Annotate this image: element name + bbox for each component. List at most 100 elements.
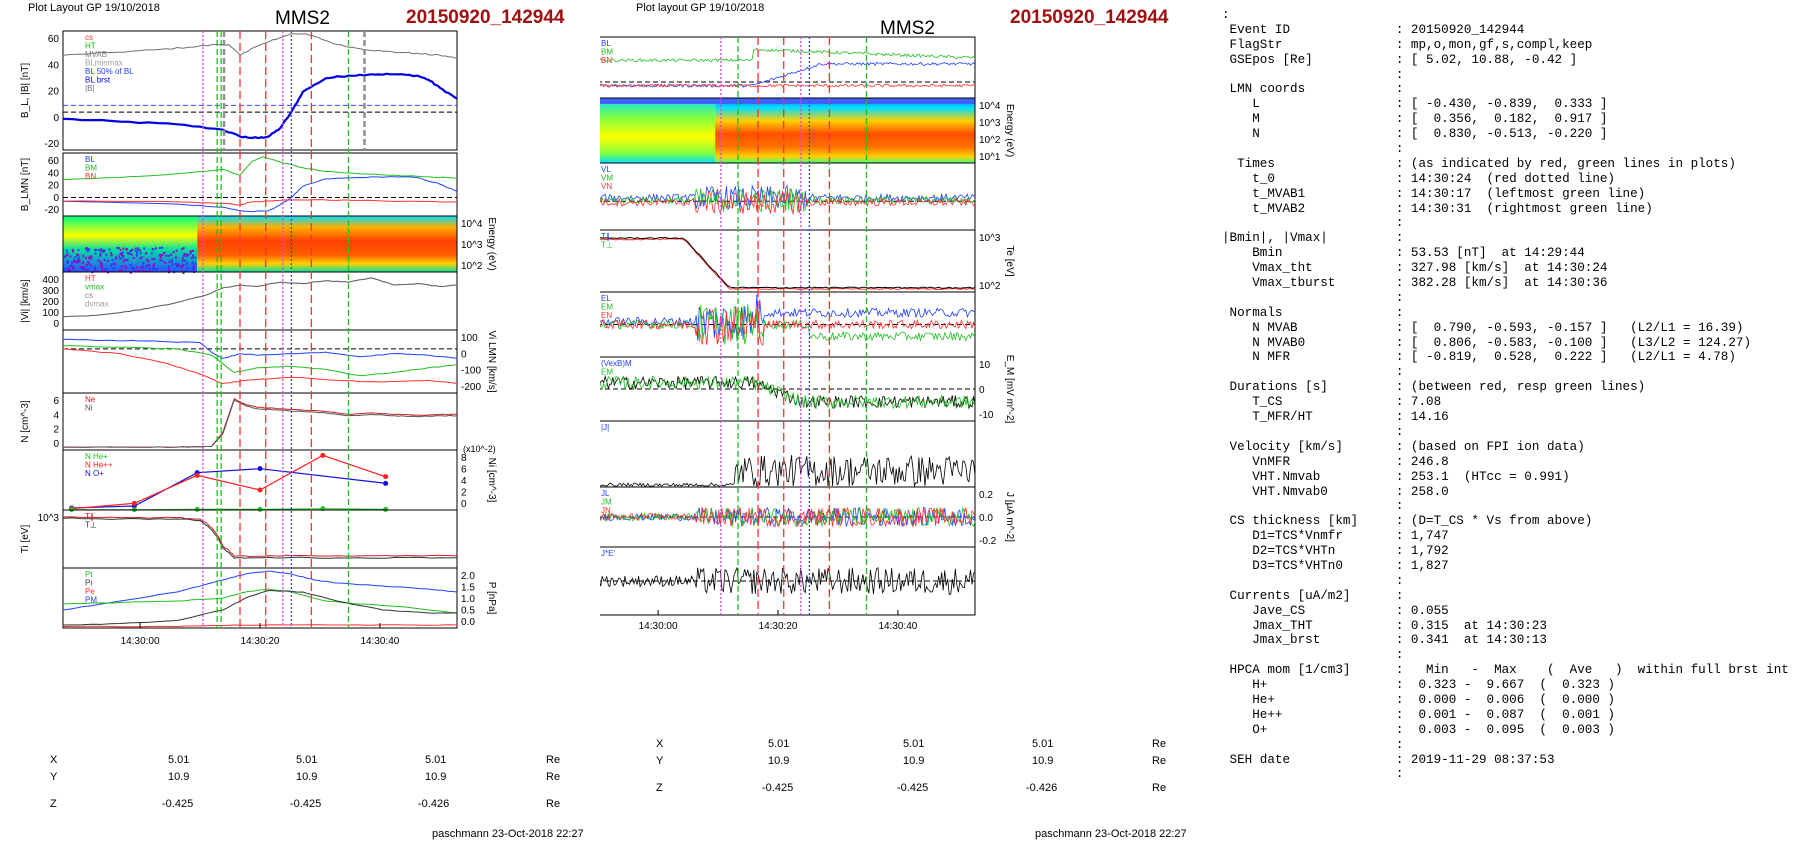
spectrogram-noise	[70, 264, 73, 267]
spectrogram-noise	[99, 261, 102, 264]
spectrogram-noise	[181, 257, 184, 260]
spectrogram-before	[600, 98, 716, 163]
series-en	[600, 306, 976, 346]
spectrogram-noise	[189, 252, 192, 255]
spectrogram-noise	[121, 251, 124, 254]
y-tick-label: 2	[461, 488, 467, 499]
panel-frame	[62, 271, 458, 331]
spectrogram-noise	[101, 249, 104, 252]
y-axis-label: Te [eV]	[1004, 245, 1015, 276]
spectrogram-before	[63, 216, 198, 272]
spectrogram-noise	[142, 269, 145, 272]
spectrogram-noise	[137, 248, 140, 251]
spectrogram-noise	[88, 256, 91, 259]
panel-frame	[62, 392, 458, 451]
spectrogram-noise	[111, 258, 114, 261]
series-bm	[62, 156, 458, 181]
series-em	[600, 375, 976, 410]
spectrogram-noise	[81, 266, 84, 269]
y-tick-label: 4	[461, 476, 467, 487]
legend-entry: N He++	[85, 461, 113, 470]
left-orbit-z-val-3: -0.426	[418, 798, 450, 810]
spectrogram-noise	[191, 249, 194, 252]
right-footer: paschmann 23-Oct-2018 22:27	[1035, 828, 1187, 840]
y-tick-label: 20	[48, 87, 60, 98]
left-orbit-z-val-1: -0.425	[162, 798, 194, 810]
summary-line: :	[1222, 216, 1404, 231]
spectrogram-noise	[133, 267, 136, 270]
spectrogram-noise	[113, 262, 116, 265]
spectrogram-noise	[81, 261, 84, 264]
panel-frame	[600, 420, 976, 488]
spectrogram-noise	[136, 266, 139, 269]
right-orbit-z-unit: Re	[1152, 782, 1167, 794]
spectrogram-noise	[77, 256, 80, 259]
spectrogram-noise	[134, 270, 137, 273]
y-tick-label: 10^3	[979, 233, 1001, 244]
spectrogram-noise	[66, 268, 69, 271]
series-ne	[62, 397, 458, 448]
y-tick-label: 0.0	[461, 617, 475, 628]
legend-entry: HT	[85, 274, 96, 283]
summary-line: D1=TCS*Vnmfr : 1,747	[1222, 529, 1449, 544]
spectrogram-noise	[115, 257, 118, 260]
spectrogram-noise	[139, 266, 142, 269]
summary-line: H+ : 0.323 - 9.667 ( 0.323 )	[1222, 678, 1615, 693]
legend-entry: JM	[601, 498, 612, 507]
data-point	[257, 506, 263, 512]
y-tick-label: 0.2	[979, 490, 993, 501]
y-tick-label: 4	[53, 410, 59, 421]
legend-entry: BL brst	[85, 76, 111, 85]
y-tick-label: 60	[48, 34, 60, 45]
spectrogram-noise	[145, 252, 148, 255]
spectrogram-noise	[66, 254, 69, 257]
spectrogram-noise	[175, 263, 178, 266]
spectrogram-noise	[118, 269, 121, 272]
spectrogram-noise	[163, 251, 166, 254]
spectrogram-noise	[182, 264, 185, 267]
legend-entry: T⊥	[85, 521, 97, 530]
legend-entry: vmax	[85, 283, 104, 292]
summary-line: N MVAB : [ 0.790, -0.593, -0.157 ] (L2/L…	[1222, 320, 1744, 335]
summary-line: VHT.Nmvab0 : 258.0	[1222, 484, 1449, 499]
panel-frame	[62, 567, 458, 629]
summary-line: VHT.Nmvab : 253.1 (HTcc = 0.991)	[1222, 469, 1570, 484]
series--b-	[62, 33, 458, 59]
spectrogram-noise	[136, 252, 139, 255]
summary-line: Jmax_THT : 0.315 at 14:30:23	[1222, 618, 1547, 633]
summary-line: :	[1222, 290, 1404, 305]
spectrogram-noise	[126, 251, 129, 254]
data-point	[194, 506, 200, 512]
right-orbit-z-val-1: -0.425	[762, 782, 794, 794]
spectrogram-noise	[150, 252, 153, 255]
spectrogram-noise	[77, 258, 80, 261]
summary-line: :	[1222, 573, 1404, 588]
y-tick-label: 10^3	[979, 118, 1001, 129]
series--vi-	[62, 277, 457, 318]
spectrogram-noise	[161, 246, 164, 249]
series-em	[600, 304, 976, 345]
right-orbit-y-val-3: 10.9	[1032, 755, 1054, 767]
spectrogram-noise	[138, 249, 141, 252]
y-axis-label: |Vi| [km/s]	[20, 279, 31, 323]
series-pi	[62, 589, 457, 626]
spectrogram-noise	[145, 270, 148, 273]
spectrogram-noise	[194, 256, 197, 259]
summary-line: Vmax_tht : 327.98 [km/s] at 14:30:24	[1222, 261, 1608, 276]
spectrogram-noise	[121, 254, 124, 257]
spectrogram-noise	[67, 270, 70, 273]
left-panel-8: 10^3 Ti [eV] T∥T⊥	[20, 509, 458, 569]
spectrogram-noise	[135, 254, 138, 257]
spectrogram-noise	[147, 260, 150, 263]
summary-line: SEH date : 2019-11-29 08:37:53	[1222, 752, 1555, 767]
spectrogram-noise	[123, 258, 126, 261]
spectrogram-noise	[119, 249, 122, 252]
right-orbit-y-label: Y	[656, 755, 664, 767]
legend-entry: Pi	[85, 579, 92, 588]
legend-entry: BL	[601, 39, 611, 48]
spectrogram-noise	[125, 267, 128, 270]
spectrogram-noise	[152, 266, 155, 269]
spectrogram-noise	[136, 251, 139, 254]
summary-line: D3=TCS*VHTn0 : 1,827	[1222, 558, 1449, 573]
